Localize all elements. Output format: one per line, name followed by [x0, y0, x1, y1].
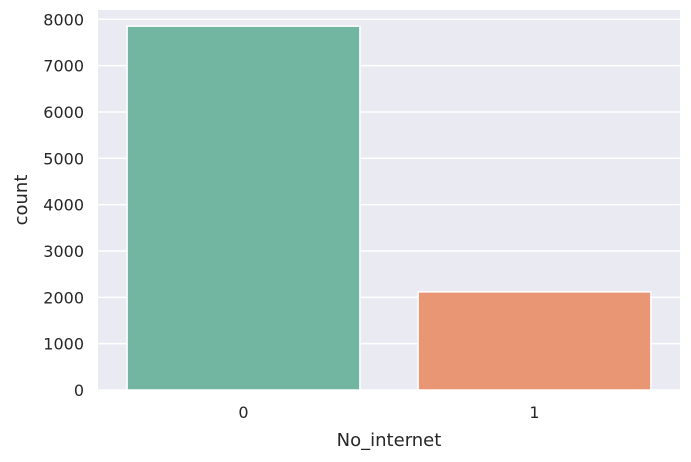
y-tick-label: 2000	[43, 288, 84, 307]
y-tick-label: 8000	[43, 10, 84, 29]
y-tick-label: 1000	[43, 335, 84, 354]
y-tick-label: 5000	[43, 149, 84, 168]
x-axis-label: No_internet	[337, 430, 442, 451]
x-tick-label: 0	[238, 403, 248, 422]
x-tick-label: 1	[529, 403, 539, 422]
bars	[126, 25, 652, 391]
y-tick-label: 7000	[43, 57, 84, 76]
y-tick-label: 3000	[43, 242, 84, 261]
y-tick-label: 6000	[43, 103, 84, 122]
y-tick-label: 0	[74, 381, 84, 400]
bar-1	[417, 291, 652, 391]
y-tick-labels: 0 1000 2000 3000 4000 5000 6000 7000 8000	[43, 10, 84, 400]
y-axis-label: count	[11, 175, 32, 226]
y-tick-label: 4000	[43, 196, 84, 215]
bar-0	[126, 25, 361, 391]
